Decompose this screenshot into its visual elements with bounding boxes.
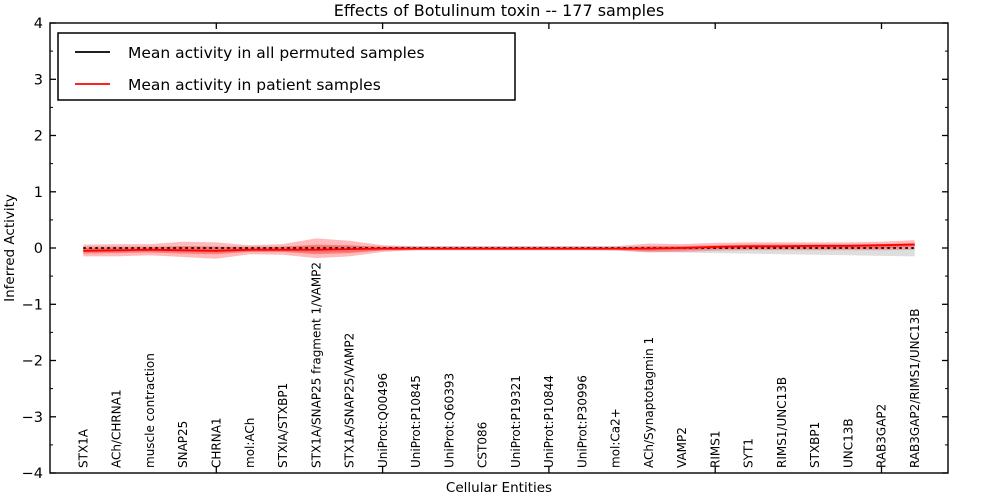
x-entity-label: UniProt:P10844 bbox=[542, 375, 556, 468]
x-entity-label: STX1A/SNAP25/VAMP2 bbox=[343, 333, 357, 468]
x-entity-label: ACh/Synaptotagmin 1 bbox=[642, 337, 656, 468]
x-entity-label: CHRNA1 bbox=[210, 417, 224, 468]
axis-layer: −4 −3 −2 −1 0 1 2 3 4 STX1A ACh/CHRNA1 muscle contr… bbox=[22, 16, 948, 482]
legend: Mean activity in all permuted samples Me… bbox=[57, 32, 516, 101]
x-entity-label: STX1A/SNAP25 fragment 1/VAMP2 bbox=[309, 262, 323, 468]
x-entity-label: UniProt:Q00496 bbox=[376, 373, 390, 468]
y-tick-label: 3 bbox=[34, 72, 43, 88]
x-entity-label: RAB3GAP2 bbox=[875, 404, 889, 468]
y-tick-label: 1 bbox=[34, 185, 43, 201]
y-tick-label: −3 bbox=[22, 410, 43, 426]
x-entity-label: UniProt:P19321 bbox=[509, 375, 523, 468]
y-tick-label: −2 bbox=[22, 354, 43, 370]
y-tick-label: −1 bbox=[22, 297, 43, 313]
y-tick-label: 0 bbox=[34, 241, 43, 257]
x-entity-label: mol:ACh bbox=[243, 418, 257, 468]
legend-label-patient: Mean activity in patient samples bbox=[128, 76, 381, 94]
x-entity-label: STXIA/STXBP1 bbox=[276, 383, 290, 468]
x-entity-label: RIMS1/UNC13B bbox=[775, 377, 789, 468]
x-entity-label: CST086 bbox=[476, 422, 490, 468]
x-entity-label: STXBP1 bbox=[808, 422, 822, 468]
x-entity-label: RAB3GAP2/RIMS1/UNC13B bbox=[908, 308, 922, 468]
x-entity-label: SNAP25 bbox=[176, 421, 190, 468]
x-entity-label: STX1A bbox=[77, 428, 91, 468]
plot-data-layer bbox=[83, 238, 915, 259]
y-tick-label: 4 bbox=[34, 16, 43, 32]
x-entity-label: ACh/CHRNA1 bbox=[110, 389, 124, 468]
x-entity-label: UniProt:P30996 bbox=[575, 375, 589, 468]
x-axis-label: Cellular Entities bbox=[446, 480, 552, 496]
x-entity-label: SYT1 bbox=[742, 438, 756, 468]
x-entity-label: mol:Ca2+ bbox=[609, 408, 623, 468]
x-entity-label: UniProt:P10845 bbox=[409, 375, 423, 468]
x-entity-label: UniProt:Q60393 bbox=[442, 373, 456, 468]
series-line-patient bbox=[83, 243, 915, 252]
legend-label-permuted: Mean activity in all permuted samples bbox=[128, 44, 425, 62]
y-axis-label: Inferred Activity bbox=[2, 194, 18, 302]
x-entity-label: VAMP2 bbox=[675, 427, 689, 468]
chart-title: Effects of Botulinum toxin -- 177 sample… bbox=[334, 1, 664, 20]
y-tick-label: −4 bbox=[22, 466, 43, 482]
x-entity-label: muscle contraction bbox=[143, 353, 157, 468]
y-tick-label: 2 bbox=[34, 129, 43, 145]
x-entity-label: UNC13B bbox=[841, 418, 855, 468]
legend-box bbox=[57, 32, 516, 101]
x-entity-label: RIMS1 bbox=[708, 431, 722, 468]
